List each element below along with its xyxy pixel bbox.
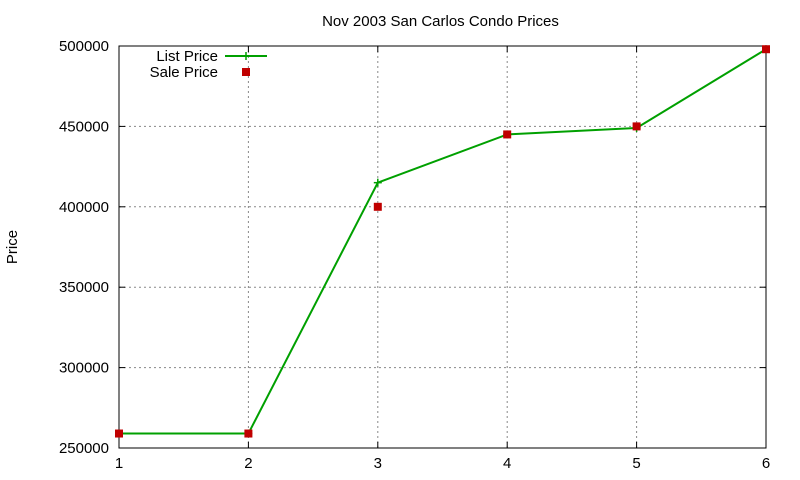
legend-marker: [242, 52, 250, 60]
x-tick-label: 5: [632, 455, 640, 472]
y-tick-label: 500000: [59, 38, 109, 55]
series-list-price: [115, 45, 770, 438]
chart-title: Nov 2003 San Carlos Condo Prices: [322, 13, 559, 30]
y-tick-label: 450000: [59, 118, 109, 135]
x-tick-labels: 1 2 3 4 5 6: [115, 455, 770, 472]
legend-label: List Price: [156, 48, 218, 65]
x-tick-label: 6: [762, 455, 770, 472]
y-tick-label: 400000: [59, 199, 109, 216]
data-point: [632, 122, 641, 131]
y-tick-label: 350000: [59, 279, 109, 296]
y-axis-label: Price: [4, 230, 21, 264]
data-point: [244, 429, 253, 438]
data-point: [503, 130, 512, 139]
grid-layer: [119, 46, 766, 448]
y-tick-label: 300000: [59, 360, 109, 377]
series-line: [119, 48, 767, 435]
plot-frame: [118, 45, 767, 449]
y-tick-label: 250000: [59, 440, 109, 457]
y-tick-labels: 250000 300000 350000 400000 450000 500000: [59, 38, 109, 457]
tick-marks: [118, 45, 767, 449]
data-point: [373, 202, 382, 211]
x-tick-label: 3: [374, 455, 382, 472]
x-tick-label: 1: [115, 455, 123, 472]
series-layer: [115, 45, 770, 438]
series-sale-price: [115, 45, 770, 438]
data-point: [373, 178, 382, 187]
legend-label: Sale Price: [150, 64, 218, 81]
data-point: [762, 45, 770, 54]
x-tick-label: 4: [503, 455, 511, 472]
data-point: [115, 429, 123, 438]
legend-marker: [242, 68, 250, 76]
x-tick-label: 2: [244, 455, 252, 472]
